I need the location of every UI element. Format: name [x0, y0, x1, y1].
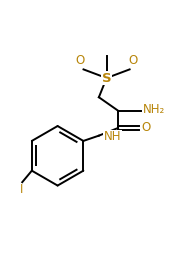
Text: NH: NH [104, 130, 121, 143]
Text: O: O [141, 121, 151, 134]
Text: NH₂: NH₂ [143, 103, 165, 116]
Text: O: O [129, 54, 138, 67]
Text: O: O [75, 54, 84, 67]
Text: S: S [102, 72, 111, 85]
Text: I: I [20, 183, 23, 196]
